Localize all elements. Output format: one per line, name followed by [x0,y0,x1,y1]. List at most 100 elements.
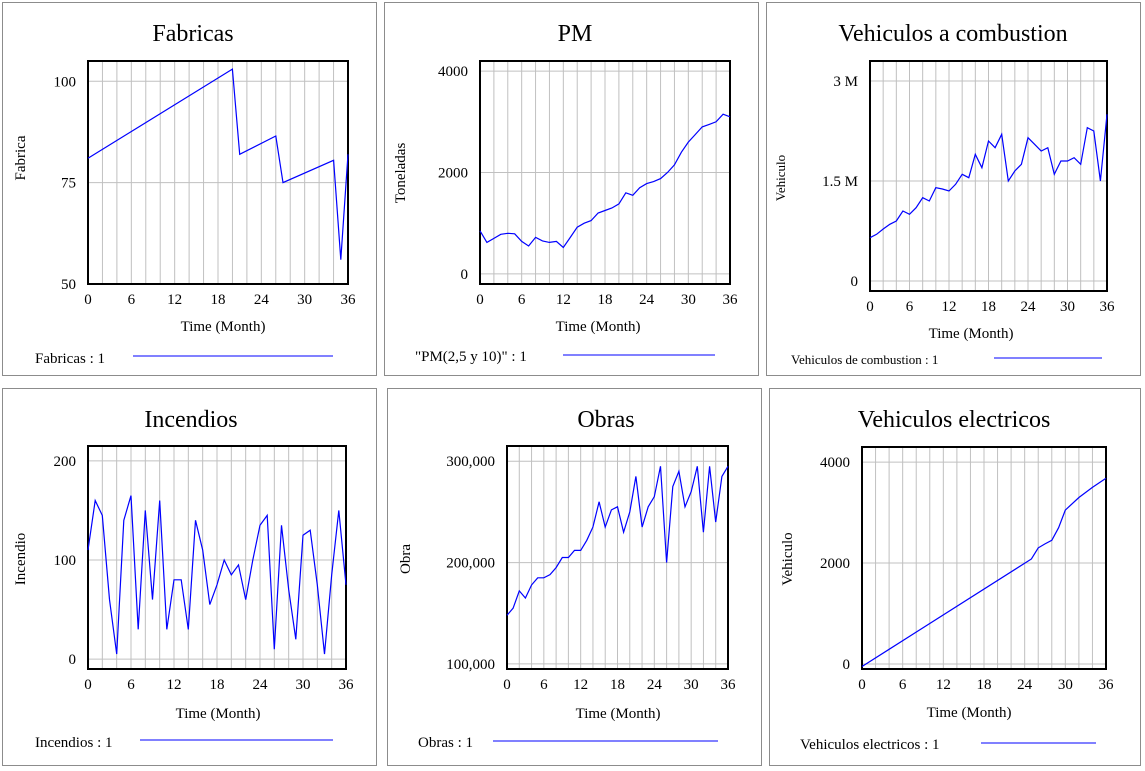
plot-frame [479,60,731,285]
series-line [506,465,729,616]
chart-svg-vehiculos-combustion: Vehiculos a combustion Vehiculo Time (Mo… [773,21,1116,367]
chart-panel-incendios: Incendios Incendio Time (Month) 0 6 12 18 24… [2,388,377,766]
x-tick-label: 18 [210,677,225,693]
legend-label: "PM(2,5 y 10)" : 1 [415,349,527,365]
x-tick-label: 18 [598,292,613,308]
x-tick-label: 12 [936,677,951,693]
plot-frame [861,446,1107,670]
x-tick-label: 18 [211,292,226,308]
x-tick-label: 24 [253,677,269,693]
x-tick-label: 36 [723,292,739,308]
chart-panel-vehiculos-combustion: Vehiculos a combustion Vehiculo Time (Mo… [766,2,1141,376]
chart-title: Fabricas [152,21,233,47]
x-tick-label: 30 [296,677,311,693]
x-tick-label: 36 [721,677,737,693]
x-tick-label: 6 [540,677,548,693]
x-tick-label: 0 [866,299,874,315]
chart-title: Obras [577,407,634,433]
y-axis-label: Vehiculo [773,155,788,201]
x-tick-label: 12 [573,677,588,693]
chart-panel-vehiculos-electricos: Vehiculos electricos Vehiculo Time (Mont… [769,388,1141,766]
chart-svg-pm: PM Toneladas Time (Month) 0 6 12 18 24 30 36 0 2… [393,21,739,365]
y-tick-label: 3 M [833,74,858,90]
y-tick-label: 100,000 [446,657,495,673]
x-tick-label: 24 [254,292,270,308]
x-tick-label: 30 [1058,677,1073,693]
x-tick-label: 36 [339,677,355,693]
chart-svg-obras: Obras Obra Time (Month) 0 6 12 18 24 30 36 100,… [398,407,737,751]
x-tick-label: 0 [84,292,92,308]
x-tick-label: 12 [556,292,571,308]
y-tick-label: 4000 [438,64,468,80]
x-tick-label: 6 [127,677,135,693]
plot-frame [87,60,349,285]
y-tick-label: 200 [54,454,77,470]
y-tick-label: 0 [843,657,851,673]
plot-frame [87,445,347,670]
plot-frame [869,60,1108,292]
x-tick-label: 30 [681,292,696,308]
y-tick-label: 100 [54,74,77,90]
chart-panel-pm: PM Toneladas Time (Month) 0 6 12 18 24 30 36 0 2… [384,2,759,376]
y-axis-label: Fabrica [13,135,29,180]
x-tick-label: 0 [858,677,866,693]
x-tick-label: 24 [639,292,655,308]
y-tick-label: 1.5 M [822,174,858,190]
y-tick-label: 2000 [438,166,468,182]
y-tick-label: 100 [54,553,77,569]
x-tick-label: 6 [906,299,914,315]
y-tick-label: 75 [61,176,76,192]
x-axis-label: Time (Month) [181,319,266,335]
y-tick-label: 2000 [820,556,850,572]
chart-panel-fabricas: Fabricas Fabrica Time (Month) 0 6 12 18 24 30… [2,2,377,376]
plot-frame [506,445,729,670]
series-line [861,477,1107,668]
y-tick-label: 0 [69,652,77,668]
x-tick-label: 18 [977,677,992,693]
x-tick-label: 36 [1099,677,1115,693]
chart-svg-fabricas: Fabricas Fabrica Time (Month) 0 6 12 18 24 30… [13,21,357,367]
y-tick-label: 200,000 [446,556,495,572]
x-axis-label: Time (Month) [576,706,661,722]
chart-panel-obras: Obras Obra Time (Month) 0 6 12 18 24 30 36 100,… [387,388,762,766]
series-line [87,68,349,260]
x-tick-label: 18 [981,299,996,315]
legend-label: Vehiculos de combustion : 1 [791,352,938,367]
x-axis-label: Time (Month) [556,319,641,335]
x-tick-label: 30 [1060,299,1075,315]
y-tick-label: 300,000 [446,454,495,470]
chart-title: Vehiculos electricos [858,407,1051,433]
x-axis-label: Time (Month) [176,706,261,722]
x-tick-label: 24 [1021,299,1037,315]
x-axis-label: Time (Month) [929,326,1014,342]
chart-title: Vehiculos a combustion [838,21,1067,47]
x-tick-label: 12 [167,677,182,693]
x-tick-label: 36 [341,292,357,308]
x-tick-label: 12 [167,292,182,308]
chart-svg-vehiculos-electricos: Vehiculos electricos Vehiculo Time (Mont… [780,407,1115,753]
legend-label: Vehiculos electricos : 1 [800,737,940,753]
x-tick-label: 0 [84,677,92,693]
legend-label: Incendios : 1 [35,735,112,751]
chart-title: Incendios [144,407,237,433]
x-tick-label: 24 [1017,677,1033,693]
x-tick-label: 0 [503,677,511,693]
x-tick-label: 24 [647,677,663,693]
series-line [87,495,347,655]
x-tick-label: 6 [518,292,526,308]
legend-label: Fabricas : 1 [35,351,105,367]
y-axis-label: Obra [398,544,414,574]
y-axis-label: Incendio [13,533,29,585]
y-tick-label: 0 [851,274,859,290]
x-tick-label: 0 [476,292,484,308]
y-tick-label: 50 [61,277,76,293]
x-tick-label: 6 [899,677,907,693]
y-axis-label: Vehiculo [780,532,796,585]
y-axis-label: Toneladas [393,143,409,204]
x-tick-label: 30 [684,677,699,693]
x-tick-label: 30 [297,292,312,308]
x-tick-label: 12 [942,299,957,315]
x-tick-label: 18 [610,677,625,693]
legend-label: Obras : 1 [418,735,473,751]
x-tick-label: 36 [1100,299,1116,315]
